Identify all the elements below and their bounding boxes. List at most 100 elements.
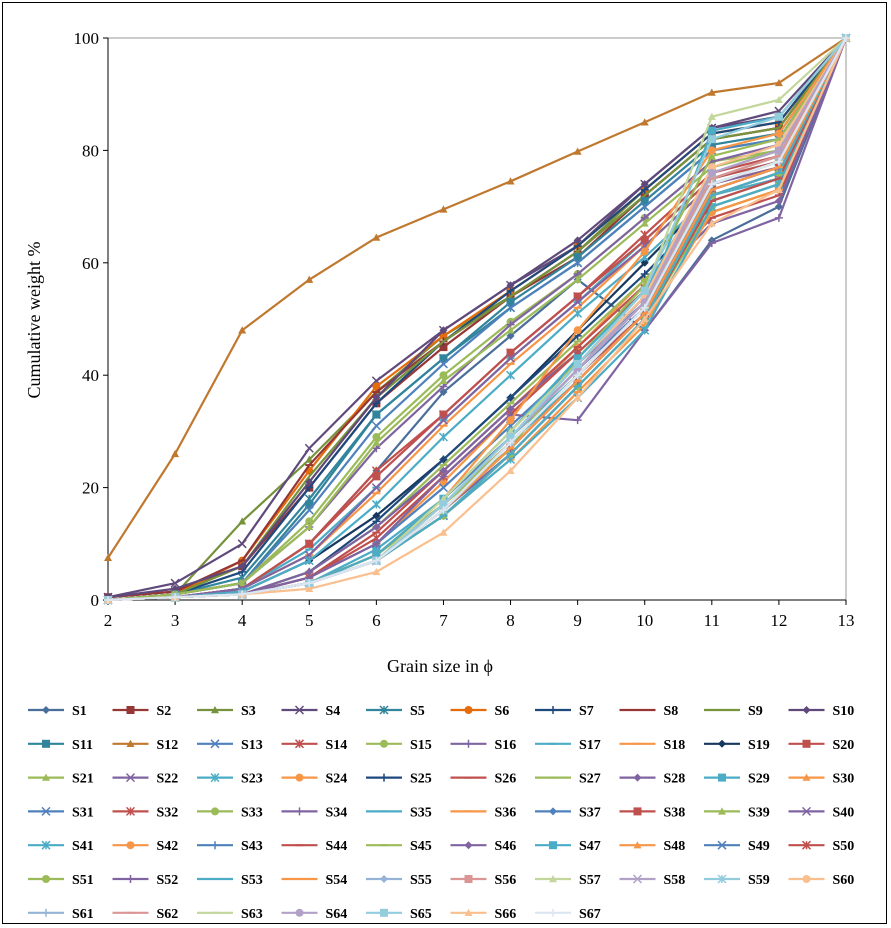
legend-item-s48: S48 [619,839,685,854]
series-line-s12 [107,37,847,559]
legend-item-s51: S51 [28,873,94,888]
legend-label: S63 [241,907,263,922]
legend-label: S14 [326,738,348,753]
data-point-s67-10 [640,303,649,312]
x-tick-label: 12 [770,611,787,630]
legend-label: S31 [72,805,94,820]
data-point-s12-6 [372,233,381,241]
legend-label: S46 [495,839,517,854]
legend-marker [295,807,304,816]
legend-label: S40 [833,805,855,820]
legend-item-s19: S19 [704,738,770,753]
legend-label: S52 [157,873,179,888]
legend-item-s24: S24 [281,772,347,787]
legend-marker [379,705,389,715]
legend-marker [717,840,727,850]
legend-label: S33 [241,805,263,820]
legend-item-s60: S60 [788,873,854,888]
data-point-s66-7 [439,528,448,536]
legend-label: S1 [72,704,87,719]
legend-label: S15 [410,738,432,753]
legend-item-s18: S18 [619,738,685,753]
series-line-s10 [107,37,847,599]
data-point-s20-8 [506,348,515,357]
data-point-s11-5 [305,500,314,509]
legend-item-s32: S32 [112,805,178,820]
x-axis-label: Grain size in ϕ [387,656,493,676]
legend-item-s43: S43 [197,839,263,854]
legend-item-s1: S1 [28,704,87,719]
legend-label: S67 [579,907,601,922]
data-point-s28-6 [372,522,381,531]
legend-label: S13 [241,738,263,753]
legend-marker [380,908,388,917]
legend-marker [802,706,811,714]
legend-label: S21 [72,772,94,787]
data-point-s21-7 [439,376,448,385]
legend-item-s65: S65 [366,907,432,922]
legend-marker [549,908,557,917]
legend-label: S43 [241,839,263,854]
data-point-s12-8 [506,177,515,185]
legend-marker [211,807,219,816]
legend-label: S7 [579,704,594,719]
data-point-s22-9 [573,297,583,307]
legend-item-s7: S7 [535,704,594,719]
data-point-s57-11 [707,112,716,120]
legend-item-s42: S42 [112,839,178,854]
legend-label: S47 [579,839,601,854]
data-point-s47-6 [372,551,381,560]
data-point-s10-5 [305,477,314,486]
legend-marker [802,773,811,781]
legend-item-s2: S2 [112,704,171,719]
legend-marker [464,841,473,850]
data-point-s67-5 [305,579,314,588]
legend-marker [41,840,51,850]
legend-label: S61 [72,907,94,922]
data-point-s20-6 [372,472,381,481]
data-point-s12-5 [305,275,314,283]
data-point-s12-12 [774,78,783,87]
data-point-s2-7 [439,343,448,352]
series-s67 [104,34,850,604]
legend-label: S19 [748,738,770,753]
data-point-s1-7 [439,388,448,397]
legend-marker [633,807,642,816]
legend-label: S17 [579,738,601,753]
data-point-s20-7 [439,410,448,419]
data-point-s6-7 [439,331,448,340]
series-line-s4 [107,37,847,599]
legend-marker [211,706,219,714]
legend-label: S35 [410,805,432,820]
data-point-s65-12 [774,112,783,121]
series-s10 [104,34,850,602]
data-point-s67-8 [506,438,515,447]
legend-item-s63: S63 [197,907,263,922]
data-point-s21-10 [640,219,649,227]
legend-marker [42,773,50,781]
legend-label: S65 [410,907,432,922]
data-point-s24-7 [439,477,448,486]
series-line-s67 [107,37,847,602]
legend-item-s4: S4 [281,704,340,719]
legend-item-s25: S25 [366,772,432,787]
legend-label: S5 [410,704,425,719]
data-point-s25-8 [506,393,515,402]
data-point-s19-10 [640,258,649,267]
data-point-s42-12 [774,129,783,138]
data-point-s23-6 [371,499,381,509]
legend-marker [632,874,643,884]
legend-item-s3: S3 [197,704,256,719]
legend-label: S9 [748,704,763,719]
legend-item-s10: S10 [788,704,854,719]
legend-marker [294,705,305,715]
data-point-s66-10 [640,315,649,323]
data-point-s34-12 [774,213,783,222]
legend-item-s23: S23 [197,772,263,787]
data-point-s31-7 [438,483,448,493]
data-point-s3-5 [305,455,314,463]
legend-label: S49 [748,839,770,854]
legend-label: S44 [326,839,348,854]
x-tick-label: 6 [372,611,381,630]
